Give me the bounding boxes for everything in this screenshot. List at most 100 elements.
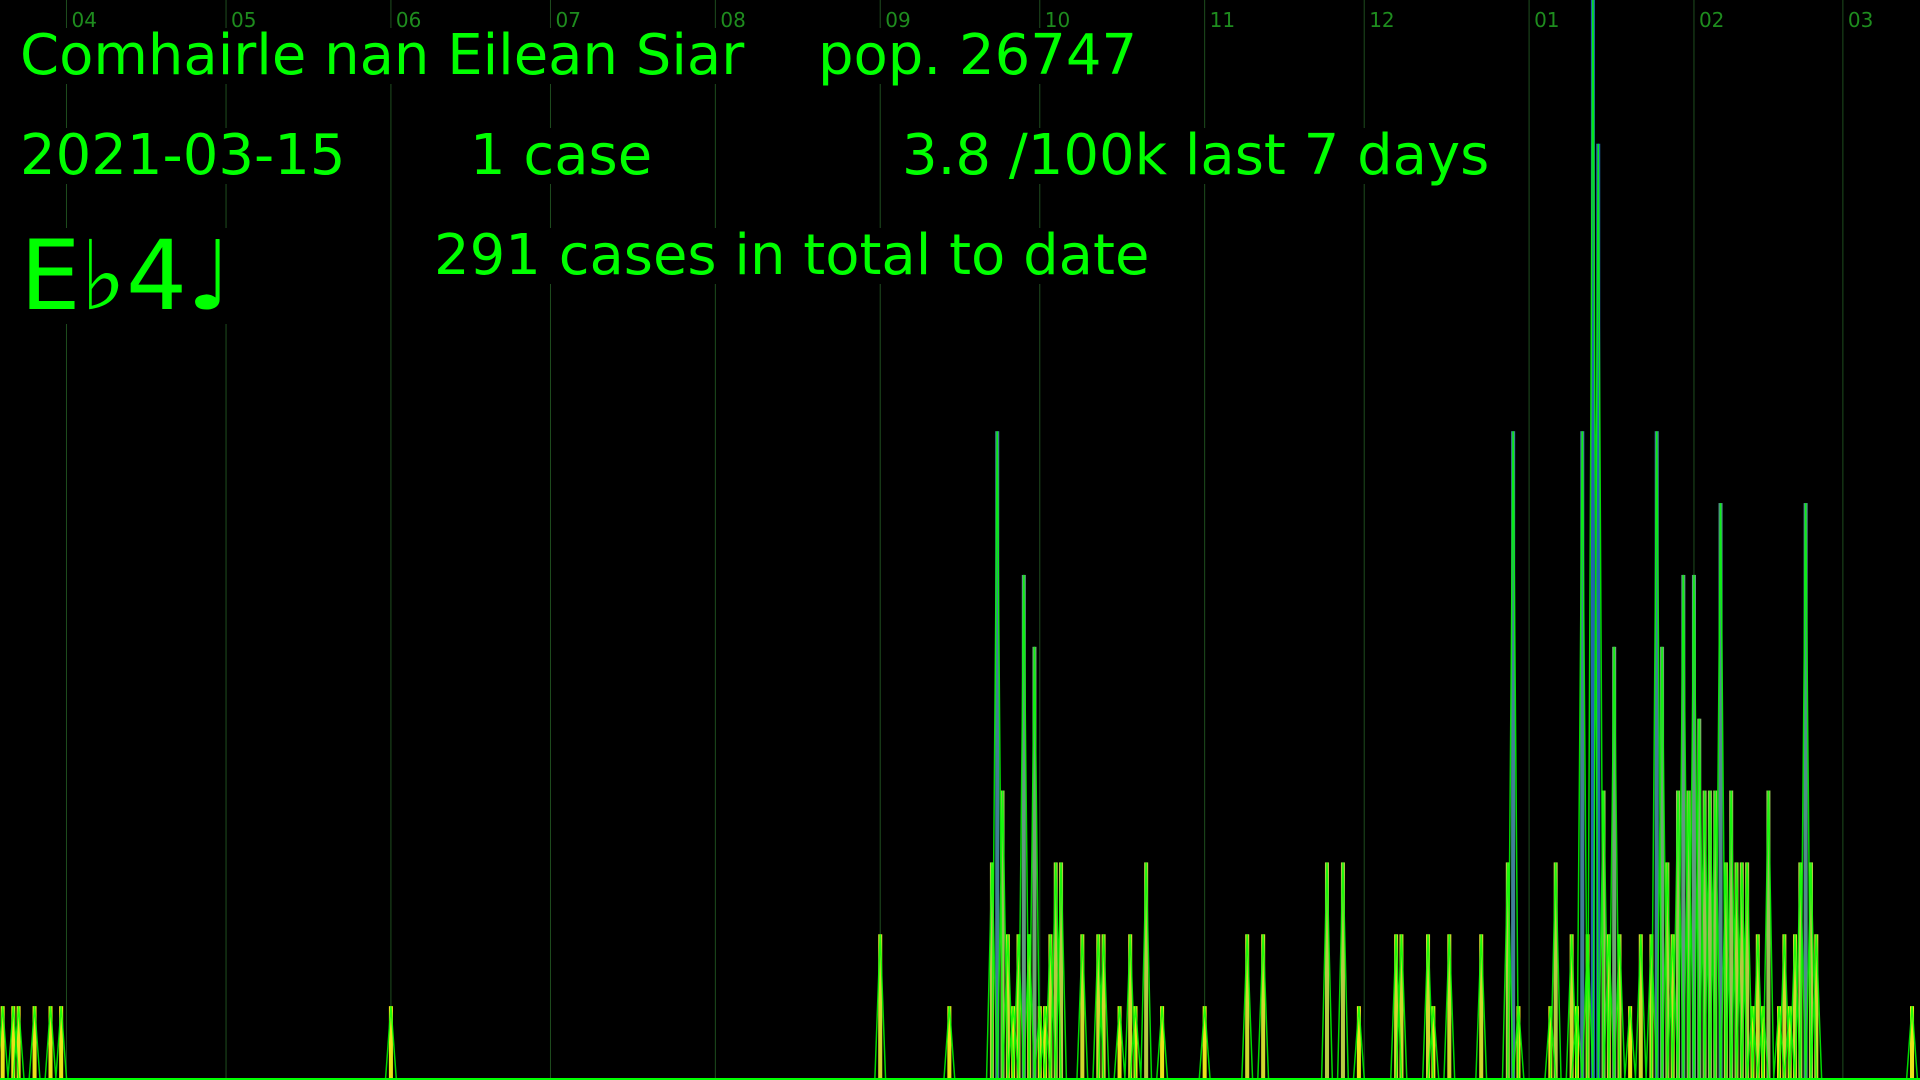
case-bar bbox=[11, 1006, 16, 1078]
case-bar bbox=[1766, 790, 1771, 1078]
case-bar bbox=[1654, 431, 1659, 1078]
case-bar bbox=[878, 934, 883, 1078]
case-bar bbox=[1021, 574, 1026, 1078]
case-bar bbox=[1356, 1006, 1361, 1078]
month-tick-label: 02 bbox=[1699, 8, 1724, 32]
case-bar bbox=[59, 1006, 64, 1078]
case-bar bbox=[1628, 1006, 1633, 1078]
case-bar bbox=[1697, 718, 1702, 1078]
case-bar bbox=[1638, 934, 1643, 1078]
daily-case-count: 1 case bbox=[470, 123, 653, 188]
case-bar bbox=[1340, 862, 1345, 1078]
case-bar bbox=[1755, 934, 1760, 1078]
case-bar bbox=[16, 1006, 21, 1078]
case-bar bbox=[1691, 574, 1696, 1078]
case-bar bbox=[1686, 790, 1691, 1078]
case-bar bbox=[1734, 862, 1739, 1078]
case-bar bbox=[1133, 1006, 1138, 1078]
case-bar bbox=[1596, 143, 1601, 1079]
case-bar bbox=[1798, 862, 1803, 1078]
case-bar bbox=[1011, 1006, 1016, 1078]
case-bar bbox=[1713, 790, 1718, 1078]
case-bar bbox=[1718, 503, 1723, 1078]
case-bar bbox=[1096, 934, 1101, 1078]
case-bar bbox=[1660, 646, 1665, 1078]
case-bar bbox=[1059, 862, 1064, 1078]
total-cases: 291 cases in total to date bbox=[434, 223, 1150, 288]
case-bar bbox=[1617, 934, 1622, 1078]
case-bar bbox=[1569, 934, 1574, 1078]
case-bar bbox=[1479, 934, 1484, 1078]
case-bar bbox=[1160, 1006, 1165, 1078]
case-bar bbox=[1101, 934, 1106, 1078]
case-bar bbox=[1681, 574, 1686, 1078]
case-bar bbox=[1612, 646, 1617, 1078]
case-bar bbox=[995, 431, 1000, 1078]
case-bar bbox=[1117, 1006, 1122, 1078]
case-bar bbox=[1739, 862, 1744, 1078]
case-bar bbox=[1675, 790, 1681, 1078]
month-tick-label: 11 bbox=[1210, 8, 1235, 32]
case-bar bbox=[1048, 934, 1053, 1078]
case-bar bbox=[1814, 934, 1819, 1078]
case-bar bbox=[1245, 934, 1250, 1078]
case-bar bbox=[1324, 862, 1329, 1078]
case-bar bbox=[1128, 934, 1133, 1078]
case-bar bbox=[1511, 431, 1516, 1078]
case-bar bbox=[1787, 1006, 1792, 1078]
case-bar bbox=[989, 862, 994, 1078]
case-bar bbox=[1144, 862, 1149, 1078]
case-bar bbox=[1426, 934, 1431, 1078]
case-bar bbox=[1777, 1006, 1782, 1078]
case-bar bbox=[1665, 862, 1670, 1078]
case-bar bbox=[1910, 1006, 1915, 1078]
area-name: Comhairle nan Eilean Siar bbox=[20, 23, 745, 88]
baseline bbox=[0, 1078, 1920, 1080]
case-bar bbox=[1803, 503, 1808, 1078]
case-bar bbox=[1399, 934, 1404, 1078]
case-bar bbox=[1027, 934, 1032, 1078]
case-bar bbox=[1053, 862, 1058, 1078]
case-bar bbox=[1729, 790, 1734, 1078]
case-bar bbox=[0, 1006, 5, 1078]
report-date: 2021-03-15 bbox=[20, 123, 346, 188]
case-bar bbox=[1580, 431, 1585, 1078]
population: pop. 26747 bbox=[818, 23, 1138, 88]
weekly-rate: 3.8 /100k last 7 days bbox=[902, 123, 1490, 188]
case-bar bbox=[1005, 934, 1010, 1078]
case-bar bbox=[947, 1006, 952, 1078]
case-bar bbox=[1394, 934, 1399, 1078]
case-bar bbox=[32, 1006, 37, 1078]
case-bar bbox=[1548, 1006, 1553, 1078]
case-bar bbox=[388, 1006, 393, 1078]
case-bar bbox=[1043, 1006, 1048, 1078]
month-tick-label: 12 bbox=[1369, 8, 1394, 32]
case-bar bbox=[1505, 862, 1510, 1078]
case-bar bbox=[1261, 934, 1266, 1078]
case-bar bbox=[1431, 1006, 1436, 1078]
case-bar bbox=[48, 1006, 53, 1078]
case-bar bbox=[1723, 862, 1728, 1078]
case-bar bbox=[1601, 790, 1606, 1078]
case-bar bbox=[1447, 934, 1452, 1078]
case-bar bbox=[1202, 1006, 1207, 1078]
case-bar bbox=[1016, 934, 1021, 1078]
case-bar bbox=[1670, 934, 1675, 1078]
music-note: E♭4♩ bbox=[20, 220, 233, 332]
case-bar bbox=[1553, 862, 1558, 1078]
case-bar bbox=[1032, 646, 1037, 1078]
case-bar bbox=[1000, 790, 1005, 1078]
case-bar bbox=[1606, 934, 1611, 1078]
case-bar bbox=[1590, 0, 1595, 1078]
case-bar bbox=[1750, 1006, 1755, 1078]
case-bar bbox=[1782, 934, 1787, 1078]
case-bar bbox=[1707, 790, 1712, 1078]
case-bar bbox=[1792, 934, 1798, 1078]
month-tick-label: 01 bbox=[1534, 8, 1559, 32]
case-bar bbox=[1745, 862, 1750, 1078]
